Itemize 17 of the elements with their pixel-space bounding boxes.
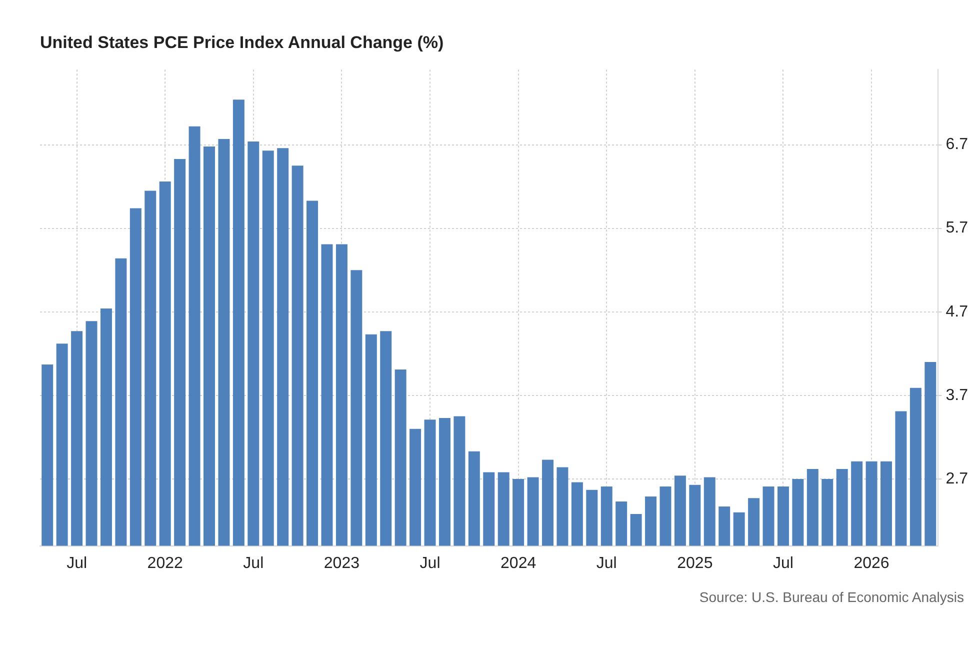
y-tick-label: 5.7	[946, 220, 968, 237]
x-tick-label: Jul	[596, 554, 617, 572]
y-tick-label: 3.7	[946, 386, 968, 404]
y-tick-label: 4.7	[946, 303, 968, 320]
x-tick-label: 2026	[854, 554, 890, 572]
chart-title: United States PCE Price Index Annual Change (%)	[40, 33, 444, 53]
x-tick-label: 2023	[324, 554, 360, 572]
x-tick-label: Jul	[243, 554, 264, 572]
y-tick-label: 2.7	[946, 470, 968, 488]
x-tick-label: 2024	[500, 554, 536, 572]
source-note: Source: U.S. Bureau of Economic Analysis	[699, 589, 964, 605]
x-tick-label: Jul	[420, 554, 440, 572]
x-tick-label: 2025	[677, 554, 713, 572]
y-tick-label: 6.7	[946, 136, 968, 154]
x-tick-label: Jul	[773, 554, 794, 572]
x-tick-label: 2022	[147, 554, 183, 572]
x-tick-label: Jul	[66, 554, 88, 572]
